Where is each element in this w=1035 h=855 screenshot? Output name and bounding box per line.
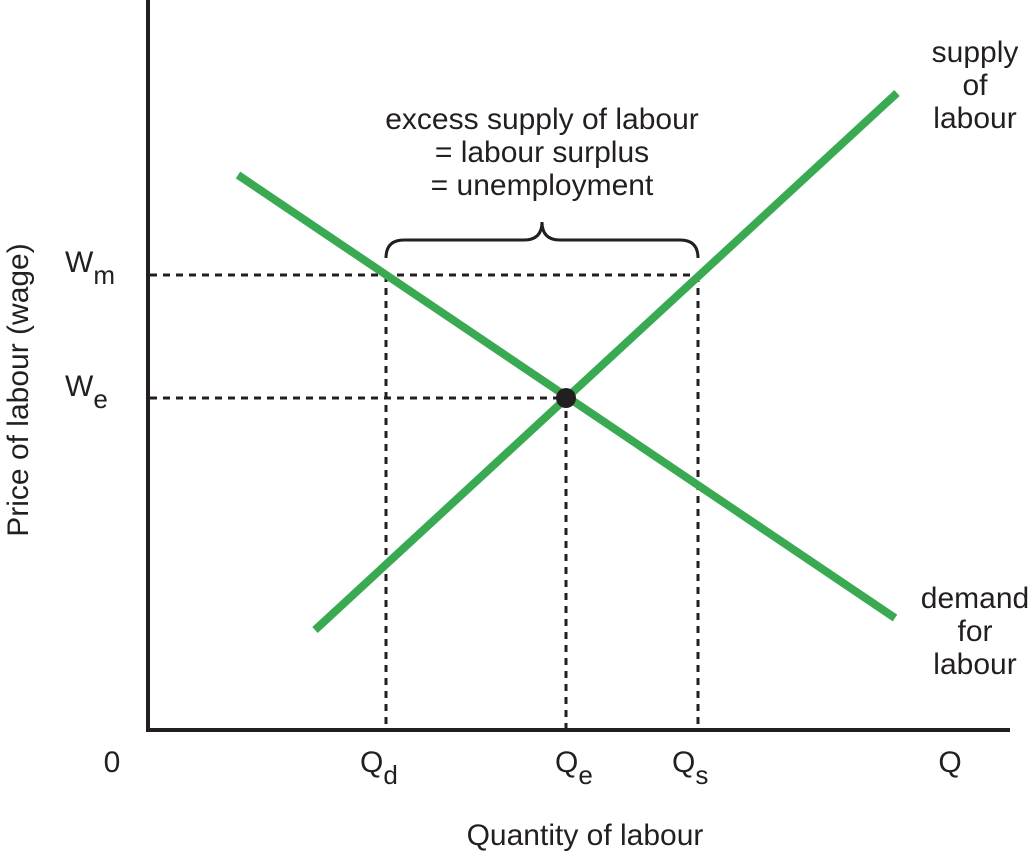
x-end-label: Q [938, 746, 961, 779]
equilibrium-point [556, 388, 576, 408]
x-axis-label: Quantity of labour [467, 819, 704, 852]
quantity-label-symbol: Q [672, 746, 695, 779]
quantity-label: Qs [672, 746, 708, 790]
curve-label: of [962, 69, 988, 102]
annotation-line: excess supply of labour [385, 103, 699, 136]
quantity-label-symbol: Q [555, 746, 578, 779]
origin-label: 0 [104, 746, 121, 779]
quantity-label-subscript: s [695, 760, 708, 790]
y-axis-label: Price of labour (wage) [2, 243, 35, 536]
supply-curve [312, 90, 900, 633]
guide-lines [150, 273, 700, 730]
annotation-line: = labour surplus [435, 136, 649, 169]
wage-label-symbol: W [65, 370, 94, 403]
quantity-label-symbol: Q [360, 746, 383, 779]
quantity-label-subscript: d [383, 760, 397, 790]
curve-label: labour [933, 102, 1016, 135]
brace [384, 221, 700, 259]
wage-label-subscript: m [93, 260, 115, 290]
curve-label: demand [921, 582, 1029, 615]
annotation-line: = unemployment [431, 169, 654, 202]
wage-label: We [65, 370, 108, 414]
quantity-label: Qd [360, 746, 398, 790]
quantity-label-subscript: e [578, 760, 592, 790]
wage-label: Wm [65, 246, 115, 290]
wage-label-subscript: e [93, 384, 107, 414]
quantity-label: Qe [555, 746, 593, 790]
curve-label: labour [933, 648, 1016, 681]
curve-label: for [957, 615, 992, 648]
wage-label-symbol: W [65, 246, 94, 279]
curve-label: supply [932, 36, 1019, 69]
